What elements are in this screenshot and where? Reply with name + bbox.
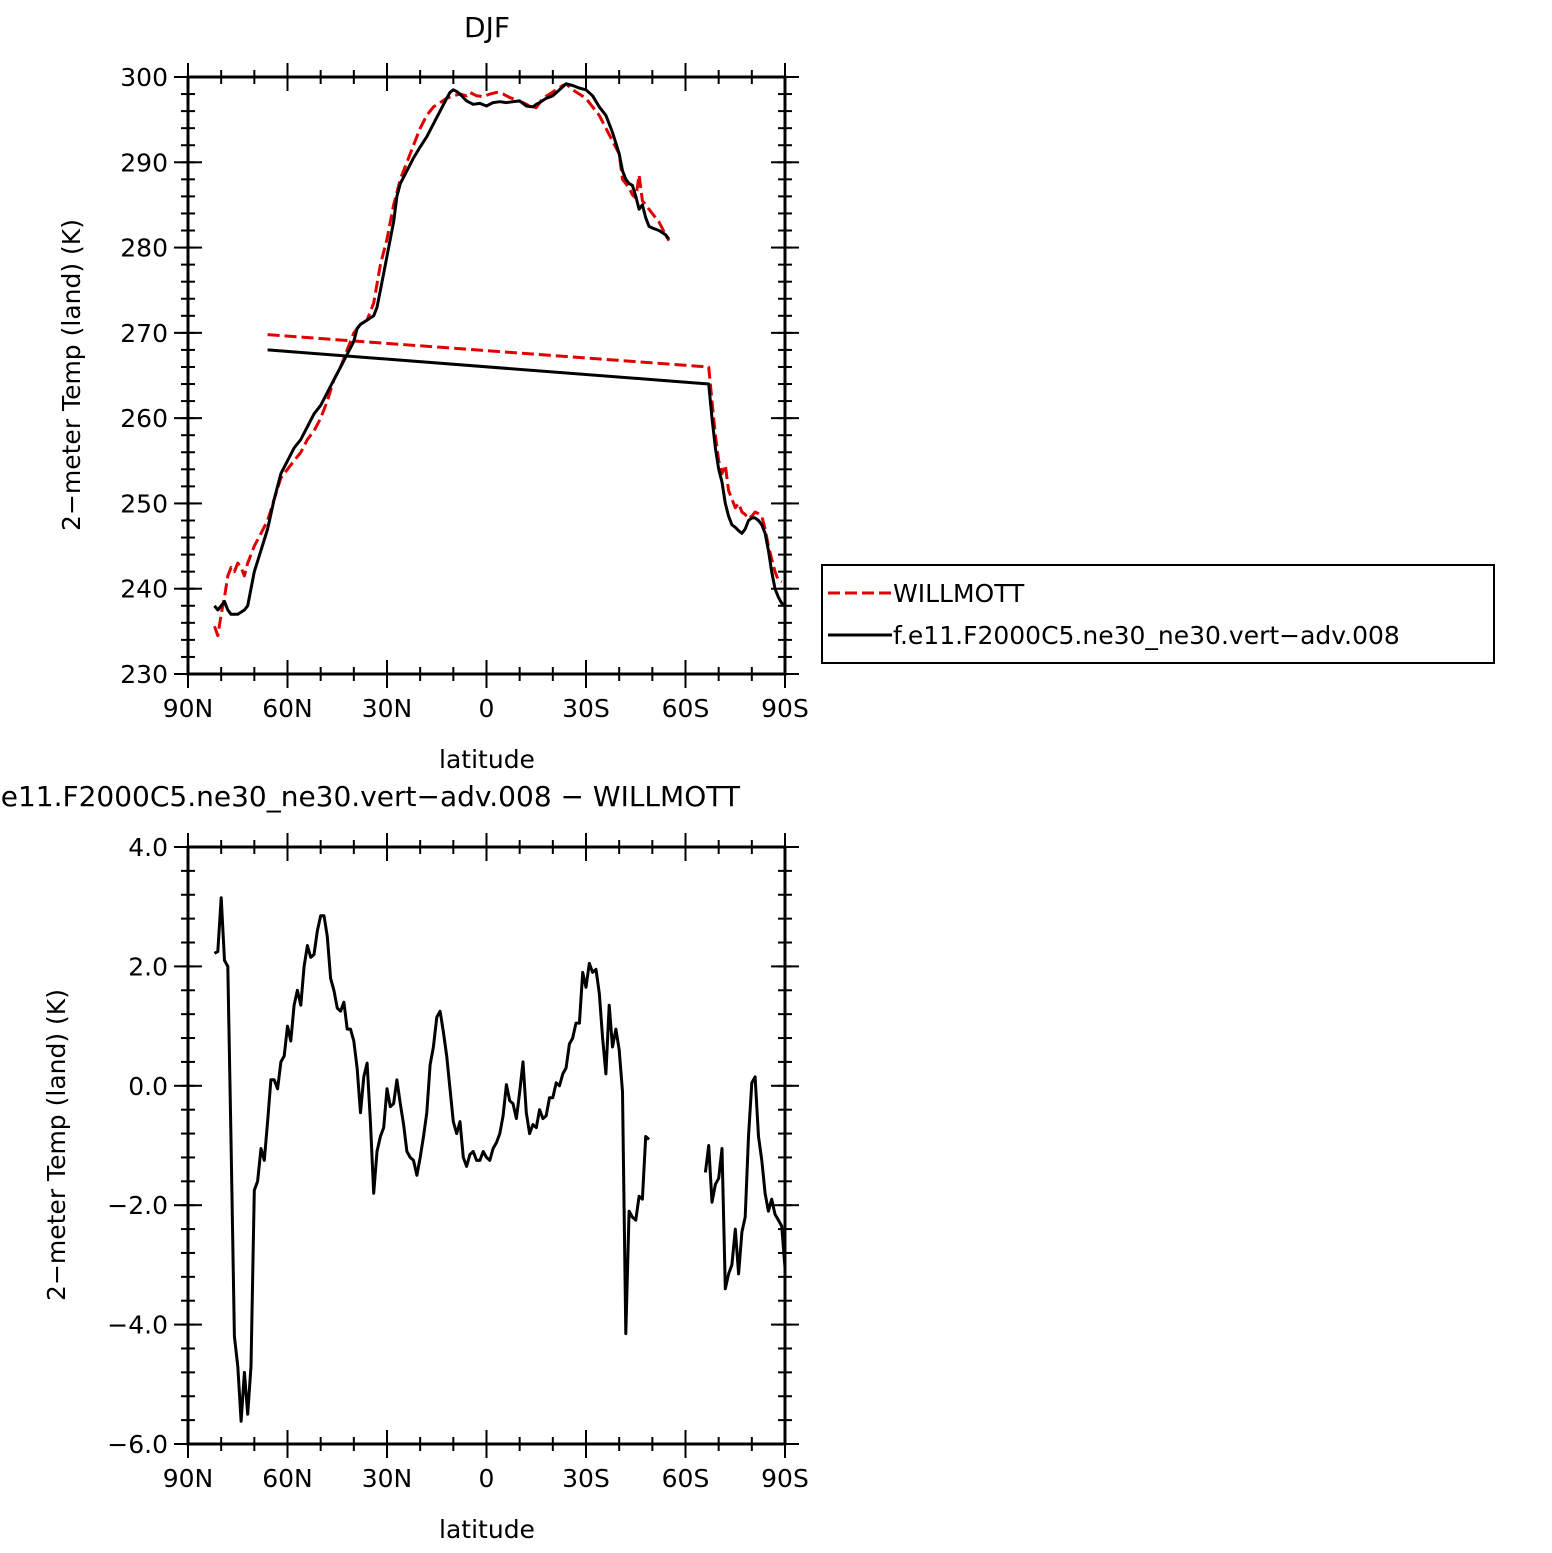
x-axis-title: latitude [439,745,535,774]
x-tick-label: 90S [761,694,809,723]
y-tick-label: 260 [120,404,168,433]
y-tick-label: 270 [120,319,168,348]
y-tick-label: 230 [120,660,168,689]
series-line-0-segment-1 [703,1075,787,1291]
x-axis-title: latitude [439,1515,535,1544]
x-tick-label: 60N [262,694,313,723]
plot-frame [186,75,787,676]
y-tick-label: 4.0 [128,833,168,862]
y-tick-label: 300 [120,63,168,92]
x-tick-label: 60N [262,1464,313,1493]
x-tick-label: 90S [761,1464,809,1493]
legend-box [821,564,1495,664]
x-tick-label: 90N [163,694,214,723]
y-tick-label: 280 [120,234,168,263]
y-tick-label: −4.0 [107,1311,168,1340]
x-tick-label: 30S [562,694,610,723]
series-line-0-segment-0 [213,82,671,638]
x-tick-label: 0 [479,694,495,723]
x-tick-label: 60S [662,694,710,723]
x-tick-label: 30N [362,1464,413,1493]
legend-entry-model: f.e11.F2000C5.ne30_ne30.vert−adv.008 [893,621,1400,650]
x-tick-label: 30N [362,694,413,723]
axes: 90N 60N 30N 0 30S 60S 90S 4.0 2.0 0.0 −2.0 −4.0 −6.0 [107,833,809,1493]
chart-title: DJF [464,11,510,44]
series-group [213,896,787,1423]
legend-entry-willmott: WILLMOTT [893,579,1025,608]
y-tick-label: 2.0 [128,952,168,981]
y-axis-title: 2−meter Temp (land) (K) [57,219,86,531]
y-tick-label: 0.0 [128,1072,168,1101]
x-tick-label: 30S [562,1464,610,1493]
series-line-1-segment-1 [267,348,786,607]
y-tick-label: 240 [120,575,168,604]
series-line-0-segment-1 [267,333,783,584]
series-line-1-segment-0 [213,82,671,616]
x-tick-label: 90N [163,1464,214,1493]
x-tick-label: 60S [662,1464,710,1493]
panel-top: DJF 90N 60N 30N 0 30S 60S 90S 300 290 280 270 260 25… [57,11,809,774]
plot-frame [186,845,787,1446]
chart-title: f.e11.F2000C5.ne30_ne30.vert−adv.008 − W… [0,780,741,813]
series-line-0-segment-0 [213,896,651,1423]
axes: 90N 60N 30N 0 30S 60S 90S 300 290 280 270 260 250 240… [120,63,809,723]
x-tick-label: 0 [479,1464,495,1493]
y-tick-label: 250 [120,489,168,518]
legend: WILLMOTT f.e11.F2000C5.ne30_ne30.vert−ad… [821,564,1495,664]
y-tick-label: −2.0 [107,1191,168,1220]
y-tick-label: −6.0 [107,1430,168,1459]
panel-bottom: f.e11.F2000C5.ne30_ne30.vert−adv.008 − W… [0,780,809,1544]
series-group [213,82,786,638]
y-axis-title: 2−meter Temp (land) (K) [42,989,71,1301]
y-tick-label: 290 [120,148,168,177]
